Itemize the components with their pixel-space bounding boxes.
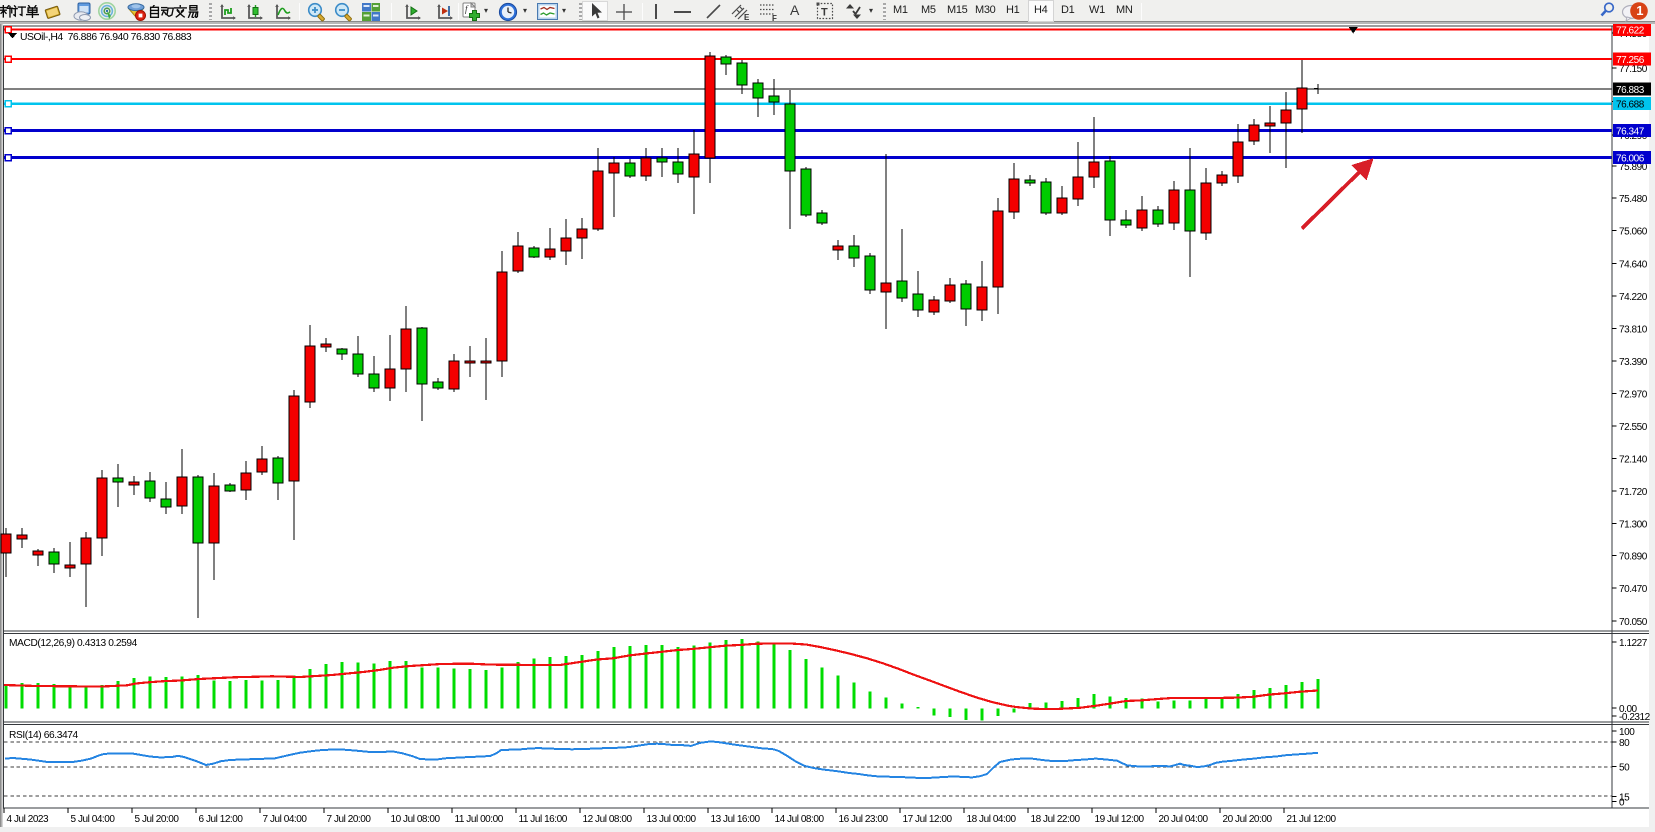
svg-text:13 Jul 00:00: 13 Jul 00:00	[647, 814, 697, 825]
svg-text:7 Jul 04:00: 7 Jul 04:00	[263, 814, 308, 825]
svg-text:14 Jul 08:00: 14 Jul 08:00	[775, 814, 825, 825]
svg-text:11 Jul 16:00: 11 Jul 16:00	[519, 814, 568, 825]
svg-text:76.883: 76.883	[1616, 85, 1645, 96]
svg-text:0.00: 0.00	[1619, 704, 1638, 715]
svg-text:50: 50	[1619, 763, 1630, 774]
svg-text:12 Jul 08:00: 12 Jul 08:00	[583, 814, 633, 825]
svg-text:75.890: 75.890	[1619, 162, 1648, 173]
svg-text:17 Jul 12:00: 17 Jul 12:00	[903, 814, 953, 825]
svg-text:75.060: 75.060	[1619, 227, 1648, 238]
svg-text:73.390: 73.390	[1619, 357, 1648, 368]
svg-text:70.890: 70.890	[1619, 552, 1648, 563]
svg-text:11 Jul 00:00: 11 Jul 00:00	[455, 814, 504, 825]
svg-text:72.970: 72.970	[1619, 390, 1648, 401]
svg-text:18 Jul 22:00: 18 Jul 22:00	[1031, 814, 1081, 825]
svg-text:MACD(12,26,9) 0.4313 0.2594: MACD(12,26,9) 0.4313 0.2594	[9, 638, 138, 649]
svg-text:70.050: 70.050	[1619, 617, 1648, 628]
svg-text:E: E	[744, 13, 750, 22]
svg-text:77.622: 77.622	[1616, 26, 1645, 37]
svg-text:20 Jul 04:00: 20 Jul 04:00	[1159, 814, 1209, 825]
svg-text:77.150: 77.150	[1619, 64, 1648, 75]
svg-text:RSI(14) 66.3474: RSI(14) 66.3474	[9, 730, 78, 741]
svg-text:19 Jul 12:00: 19 Jul 12:00	[1095, 814, 1145, 825]
svg-text:74.640: 74.640	[1619, 260, 1648, 271]
svg-text:72.140: 72.140	[1619, 455, 1648, 466]
svg-text:1: 1	[1636, 3, 1643, 18]
svg-text:73.810: 73.810	[1619, 325, 1648, 336]
svg-text:70.470: 70.470	[1619, 584, 1648, 595]
svg-text:16 Jul 23:00: 16 Jul 23:00	[839, 814, 889, 825]
svg-text:0: 0	[1619, 798, 1625, 809]
svg-text:76.006: 76.006	[1616, 154, 1645, 165]
svg-text:71.300: 71.300	[1619, 520, 1648, 531]
svg-text:1.1227: 1.1227	[1619, 638, 1648, 649]
svg-text:T: T	[821, 7, 828, 19]
svg-text:5 Jul 04:00: 5 Jul 04:00	[71, 814, 116, 825]
svg-text:4 Jul 2023: 4 Jul 2023	[7, 814, 50, 825]
svg-text:100: 100	[1619, 727, 1635, 738]
svg-text:F: F	[772, 14, 777, 22]
svg-text:13 Jul 16:00: 13 Jul 16:00	[711, 814, 761, 825]
svg-text:76.347: 76.347	[1616, 127, 1645, 138]
svg-text:15: 15	[1619, 793, 1630, 804]
svg-text:71.720: 71.720	[1619, 487, 1648, 498]
svg-text:80: 80	[1619, 738, 1630, 749]
svg-text:6 Jul 12:00: 6 Jul 12:00	[199, 814, 244, 825]
svg-text:7 Jul 20:00: 7 Jul 20:00	[327, 814, 372, 825]
svg-text:-0.2312: -0.2312	[1619, 712, 1651, 723]
svg-text:75.480: 75.480	[1619, 194, 1648, 205]
svg-text:18 Jul 04:00: 18 Jul 04:00	[967, 814, 1017, 825]
svg-text:10 Jul 08:00: 10 Jul 08:00	[391, 814, 441, 825]
svg-text:72.550: 72.550	[1619, 422, 1648, 433]
svg-text:20 Jul 20:00: 20 Jul 20:00	[1223, 814, 1273, 825]
svg-text:5 Jul 20:00: 5 Jul 20:00	[135, 814, 180, 825]
svg-text:f: f	[465, 4, 469, 14]
svg-text:74.220: 74.220	[1619, 292, 1648, 303]
svg-text:77.256: 77.256	[1616, 55, 1645, 66]
svg-text:76.688: 76.688	[1616, 100, 1645, 111]
svg-text:21 Jul 12:00: 21 Jul 12:00	[1287, 814, 1337, 825]
svg-text:USOil-,H4 76.886 76.940 76.83: USOil-,H4 76.886 76.940 76.830 76.883	[20, 32, 192, 43]
